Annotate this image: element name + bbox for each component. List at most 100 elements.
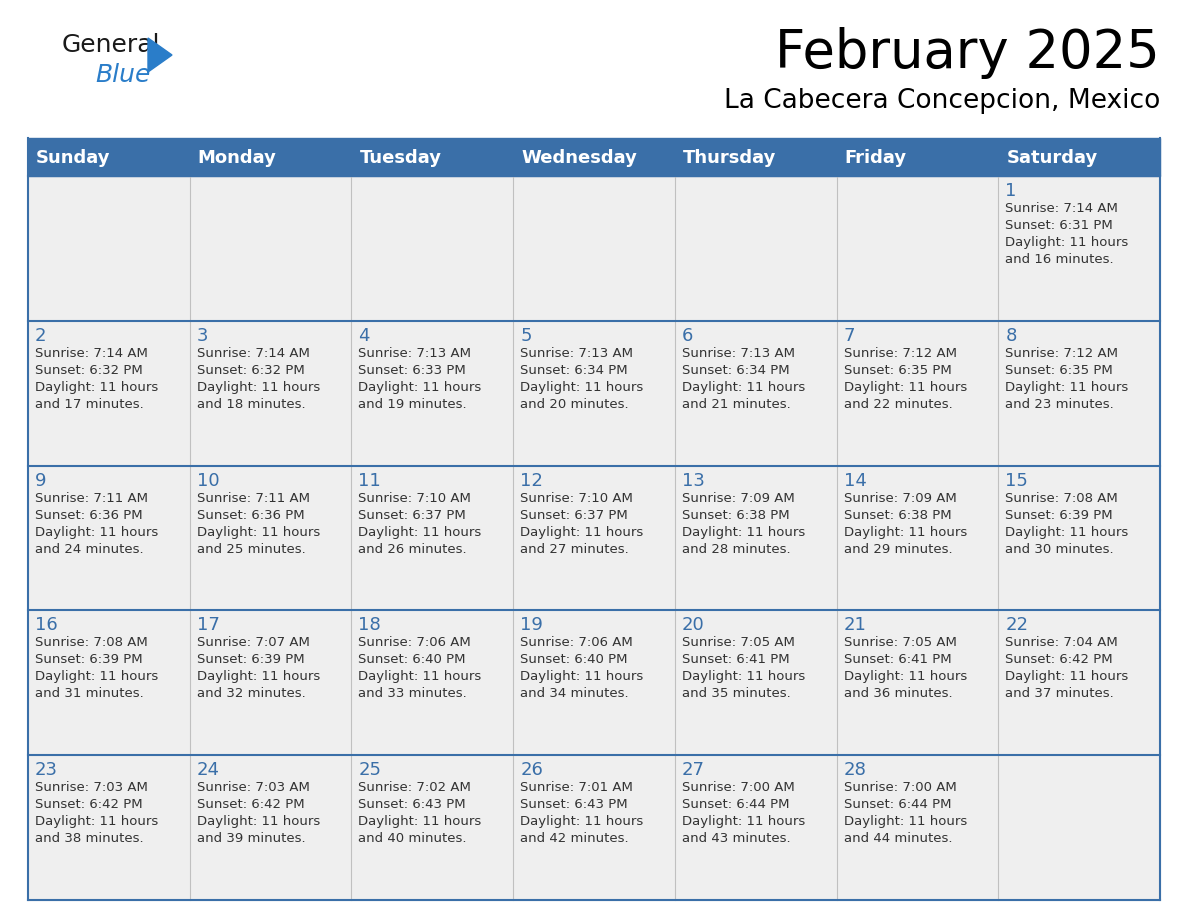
Text: 25: 25: [359, 761, 381, 779]
Text: Sunrise: 7:09 AM: Sunrise: 7:09 AM: [843, 492, 956, 505]
Text: 4: 4: [359, 327, 369, 345]
Text: and 43 minutes.: and 43 minutes.: [682, 833, 790, 845]
Text: and 20 minutes.: and 20 minutes.: [520, 397, 628, 410]
Text: Sunset: 6:42 PM: Sunset: 6:42 PM: [1005, 654, 1113, 666]
Text: Sunset: 6:42 PM: Sunset: 6:42 PM: [34, 798, 143, 812]
Text: Sunrise: 7:08 AM: Sunrise: 7:08 AM: [34, 636, 147, 649]
Text: Daylight: 11 hours: Daylight: 11 hours: [359, 381, 481, 394]
Text: 1: 1: [1005, 182, 1017, 200]
Text: and 44 minutes.: and 44 minutes.: [843, 833, 952, 845]
Text: Daylight: 11 hours: Daylight: 11 hours: [359, 815, 481, 828]
Text: Sunrise: 7:02 AM: Sunrise: 7:02 AM: [359, 781, 472, 794]
Text: Sunrise: 7:09 AM: Sunrise: 7:09 AM: [682, 492, 795, 505]
Text: Thursday: Thursday: [683, 149, 776, 167]
Text: and 27 minutes.: and 27 minutes.: [520, 543, 628, 555]
Text: and 40 minutes.: and 40 minutes.: [359, 833, 467, 845]
Text: Sunrise: 7:13 AM: Sunrise: 7:13 AM: [359, 347, 472, 360]
Text: 12: 12: [520, 472, 543, 489]
Text: Sunrise: 7:08 AM: Sunrise: 7:08 AM: [1005, 492, 1118, 505]
Text: Sunset: 6:38 PM: Sunset: 6:38 PM: [843, 509, 952, 521]
Text: Sunset: 6:33 PM: Sunset: 6:33 PM: [359, 364, 466, 376]
Text: and 25 minutes.: and 25 minutes.: [197, 543, 305, 555]
Text: Sunday: Sunday: [36, 149, 110, 167]
Text: Sunrise: 7:12 AM: Sunrise: 7:12 AM: [843, 347, 956, 360]
Text: Sunrise: 7:10 AM: Sunrise: 7:10 AM: [520, 492, 633, 505]
Text: Daylight: 11 hours: Daylight: 11 hours: [520, 526, 644, 539]
Text: Monday: Monday: [197, 149, 277, 167]
Text: 11: 11: [359, 472, 381, 489]
Text: Daylight: 11 hours: Daylight: 11 hours: [682, 670, 805, 683]
Text: and 24 minutes.: and 24 minutes.: [34, 543, 144, 555]
Text: 7: 7: [843, 327, 855, 345]
Text: and 42 minutes.: and 42 minutes.: [520, 833, 628, 845]
Text: Sunset: 6:42 PM: Sunset: 6:42 PM: [197, 798, 304, 812]
Text: and 32 minutes.: and 32 minutes.: [197, 688, 305, 700]
Text: Daylight: 11 hours: Daylight: 11 hours: [682, 526, 805, 539]
Text: Sunset: 6:40 PM: Sunset: 6:40 PM: [520, 654, 627, 666]
Text: Sunrise: 7:12 AM: Sunrise: 7:12 AM: [1005, 347, 1118, 360]
Text: 22: 22: [1005, 616, 1029, 634]
Text: Sunset: 6:39 PM: Sunset: 6:39 PM: [197, 654, 304, 666]
Text: and 31 minutes.: and 31 minutes.: [34, 688, 144, 700]
Text: Sunrise: 7:11 AM: Sunrise: 7:11 AM: [197, 492, 310, 505]
Text: Blue: Blue: [95, 63, 151, 87]
Text: Sunset: 6:44 PM: Sunset: 6:44 PM: [682, 798, 789, 812]
Text: Daylight: 11 hours: Daylight: 11 hours: [520, 670, 644, 683]
Text: Daylight: 11 hours: Daylight: 11 hours: [1005, 670, 1129, 683]
Text: and 21 minutes.: and 21 minutes.: [682, 397, 790, 410]
Text: La Cabecera Concepcion, Mexico: La Cabecera Concepcion, Mexico: [723, 88, 1159, 114]
Text: and 38 minutes.: and 38 minutes.: [34, 833, 144, 845]
Text: Sunset: 6:34 PM: Sunset: 6:34 PM: [520, 364, 627, 376]
Polygon shape: [148, 38, 172, 72]
Text: Daylight: 11 hours: Daylight: 11 hours: [34, 670, 158, 683]
Text: Sunrise: 7:07 AM: Sunrise: 7:07 AM: [197, 636, 310, 649]
Text: and 36 minutes.: and 36 minutes.: [843, 688, 953, 700]
Text: 26: 26: [520, 761, 543, 779]
Text: Sunset: 6:37 PM: Sunset: 6:37 PM: [520, 509, 628, 521]
Text: 17: 17: [197, 616, 220, 634]
Text: Sunrise: 7:05 AM: Sunrise: 7:05 AM: [682, 636, 795, 649]
Text: 5: 5: [520, 327, 532, 345]
Text: Sunset: 6:34 PM: Sunset: 6:34 PM: [682, 364, 790, 376]
Text: Daylight: 11 hours: Daylight: 11 hours: [520, 381, 644, 394]
Text: and 37 minutes.: and 37 minutes.: [1005, 688, 1114, 700]
Text: 2: 2: [34, 327, 46, 345]
Text: Daylight: 11 hours: Daylight: 11 hours: [843, 526, 967, 539]
Text: and 22 minutes.: and 22 minutes.: [843, 397, 953, 410]
Text: 14: 14: [843, 472, 866, 489]
Text: Sunrise: 7:03 AM: Sunrise: 7:03 AM: [34, 781, 147, 794]
Text: 28: 28: [843, 761, 866, 779]
Text: Daylight: 11 hours: Daylight: 11 hours: [197, 381, 320, 394]
Text: Sunrise: 7:04 AM: Sunrise: 7:04 AM: [1005, 636, 1118, 649]
Text: 27: 27: [682, 761, 704, 779]
Text: and 35 minutes.: and 35 minutes.: [682, 688, 790, 700]
Text: 15: 15: [1005, 472, 1028, 489]
Text: Sunrise: 7:14 AM: Sunrise: 7:14 AM: [1005, 202, 1118, 215]
Text: Sunset: 6:43 PM: Sunset: 6:43 PM: [520, 798, 627, 812]
Text: and 30 minutes.: and 30 minutes.: [1005, 543, 1114, 555]
Text: Sunrise: 7:14 AM: Sunrise: 7:14 AM: [34, 347, 147, 360]
Text: Daylight: 11 hours: Daylight: 11 hours: [1005, 381, 1129, 394]
Text: Sunrise: 7:14 AM: Sunrise: 7:14 AM: [197, 347, 310, 360]
Text: 10: 10: [197, 472, 220, 489]
Text: Sunset: 6:32 PM: Sunset: 6:32 PM: [34, 364, 143, 376]
Text: Daylight: 11 hours: Daylight: 11 hours: [197, 670, 320, 683]
Text: Sunrise: 7:11 AM: Sunrise: 7:11 AM: [34, 492, 148, 505]
Text: Daylight: 11 hours: Daylight: 11 hours: [359, 526, 481, 539]
Bar: [29, 138, 1159, 176]
Text: Sunset: 6:44 PM: Sunset: 6:44 PM: [843, 798, 952, 812]
Text: Sunset: 6:35 PM: Sunset: 6:35 PM: [1005, 364, 1113, 376]
Bar: [29, 176, 1159, 320]
Text: Sunset: 6:31 PM: Sunset: 6:31 PM: [1005, 219, 1113, 232]
Text: 24: 24: [197, 761, 220, 779]
Text: and 29 minutes.: and 29 minutes.: [843, 543, 953, 555]
Text: Sunrise: 7:01 AM: Sunrise: 7:01 AM: [520, 781, 633, 794]
Text: Daylight: 11 hours: Daylight: 11 hours: [843, 815, 967, 828]
Text: Daylight: 11 hours: Daylight: 11 hours: [197, 526, 320, 539]
Text: Sunrise: 7:00 AM: Sunrise: 7:00 AM: [843, 781, 956, 794]
Text: Sunset: 6:36 PM: Sunset: 6:36 PM: [34, 509, 143, 521]
Text: and 28 minutes.: and 28 minutes.: [682, 543, 790, 555]
Text: Tuesday: Tuesday: [360, 149, 442, 167]
Text: February 2025: February 2025: [776, 27, 1159, 79]
Text: Friday: Friday: [845, 149, 906, 167]
